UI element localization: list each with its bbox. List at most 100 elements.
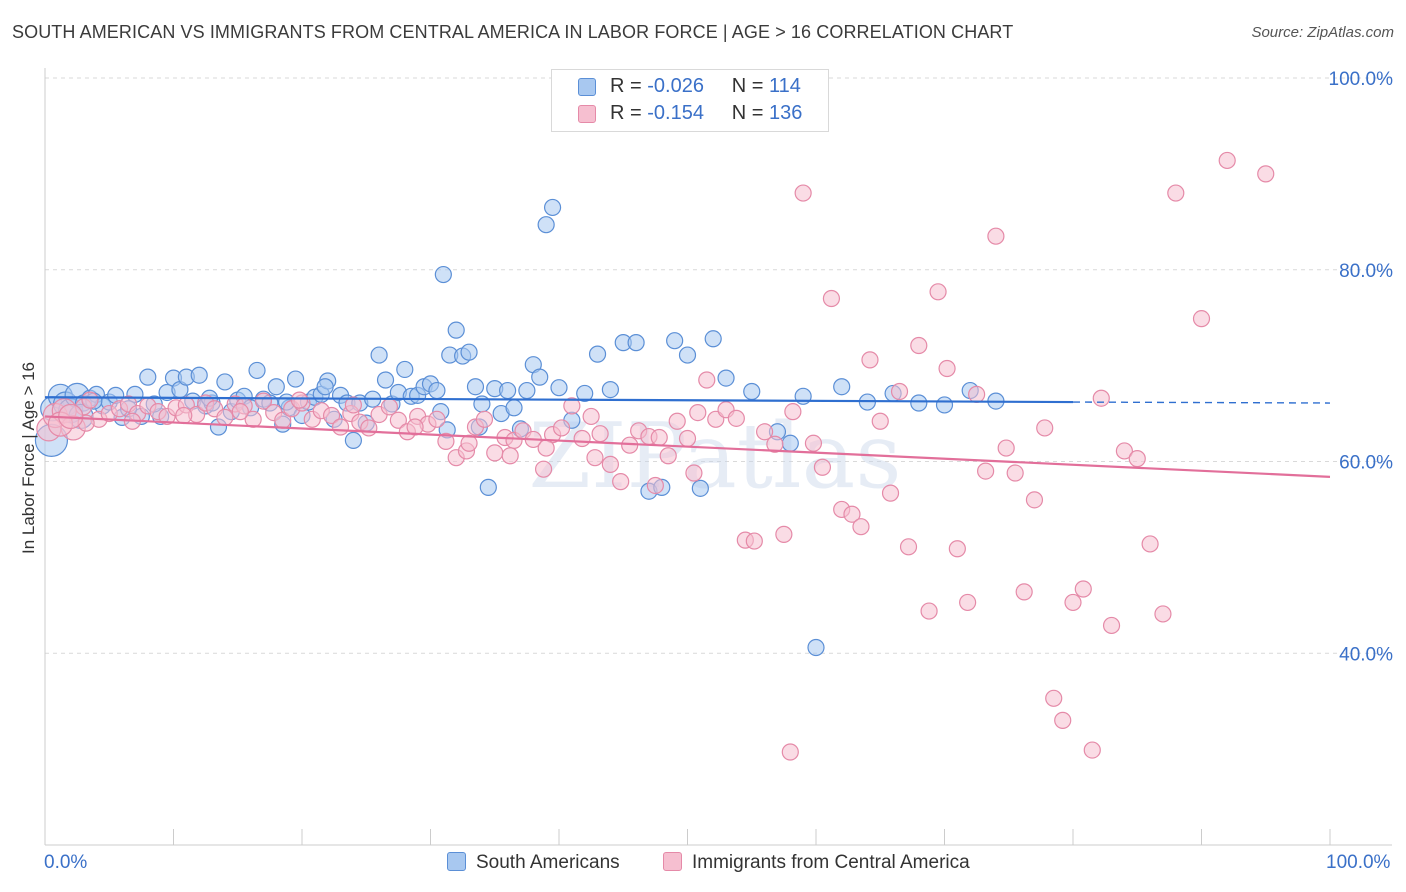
point-central-america — [1064, 593, 1082, 612]
point-central-america — [929, 283, 947, 301]
point-south-americans — [518, 381, 536, 400]
point-central-america — [1036, 419, 1054, 437]
y-tick-label: 40.0% — [1339, 644, 1393, 665]
point-central-america — [968, 385, 986, 403]
point-central-america — [322, 406, 341, 425]
point-central-america — [231, 403, 249, 421]
y-tick-label: 60.0% — [1339, 453, 1393, 474]
point-south-americans — [588, 345, 607, 363]
y-axis-label: In Labor Force | Age > 16 — [19, 361, 38, 555]
point-south-americans — [935, 396, 954, 414]
point-south-americans — [550, 379, 568, 397]
point-south-americans — [807, 638, 825, 657]
point-central-america — [175, 406, 193, 425]
point-south-americans — [286, 370, 305, 388]
point-central-america — [1167, 184, 1185, 202]
point-central-america — [843, 505, 861, 523]
point-central-america — [591, 425, 609, 443]
point-central-america — [910, 336, 928, 355]
point-central-america — [678, 429, 697, 448]
point-central-america — [948, 540, 966, 558]
point-south-americans — [434, 265, 452, 284]
point-central-america — [1218, 151, 1236, 170]
point-south-americans — [543, 198, 562, 217]
point-south-americans — [466, 378, 485, 396]
point-central-america — [959, 593, 977, 612]
point-central-america — [344, 396, 362, 414]
point-south-americans — [396, 360, 414, 379]
point-central-america — [437, 432, 455, 450]
point-central-america — [1257, 165, 1275, 183]
legend-n-label: N = — [731, 102, 764, 124]
point-central-america — [899, 538, 918, 556]
point-central-america — [1092, 389, 1110, 407]
point-central-america — [727, 409, 745, 427]
correlation-legend: R = -0.026 N = 114 R = -0.154 N = 136 — [551, 69, 829, 132]
point-central-america — [534, 460, 553, 478]
legend-r-label: R = — [610, 75, 642, 97]
trend-lines — [44, 396, 1331, 478]
point-central-america — [360, 419, 378, 437]
point-south-americans — [344, 431, 362, 450]
bottom-legend-south-americans: South Americans — [447, 852, 620, 874]
point-central-america — [537, 439, 555, 457]
point-central-america — [1102, 616, 1121, 635]
point-central-america — [573, 429, 591, 448]
point-central-america — [755, 423, 774, 441]
point-central-america — [813, 458, 832, 476]
point-central-america — [668, 412, 686, 430]
point-central-america — [486, 444, 504, 462]
point-central-america — [781, 743, 799, 761]
source-label: Source: ZipAtlas.com — [1251, 24, 1394, 41]
bottom-legend-swatch-blue — [447, 852, 466, 871]
point-central-america — [784, 403, 802, 421]
legend-n-label: N = — [731, 75, 764, 97]
point-central-america — [852, 518, 870, 536]
point-central-america — [475, 410, 494, 428]
point-central-america — [428, 410, 446, 428]
point-central-america — [1074, 580, 1092, 598]
point-central-america — [254, 392, 273, 410]
point-south-americans — [447, 321, 465, 339]
legend-swatch-pink — [578, 105, 596, 123]
point-south-americans — [248, 361, 266, 380]
point-central-america — [1083, 741, 1101, 759]
point-central-america — [586, 449, 604, 467]
point-central-america — [920, 602, 938, 620]
bottom-legend-label: South Americans — [476, 852, 620, 873]
chart-title: SOUTH AMERICAN VS IMMIGRANTS FROM CENTRA… — [12, 22, 1014, 42]
legend-n-value: 136 — [769, 102, 803, 124]
point-south-americans — [576, 384, 594, 403]
bottom-legend-swatch-pink — [663, 852, 682, 871]
point-central-america — [659, 447, 677, 465]
point-central-america — [582, 407, 600, 426]
point-central-america — [406, 418, 424, 436]
grid-lines — [45, 77, 1392, 654]
point-central-america — [938, 359, 956, 378]
y-tick-label: 80.0% — [1339, 261, 1393, 282]
point-central-america — [612, 473, 630, 491]
bottom-legend-label: Immigrants from Central America — [692, 852, 970, 873]
point-south-americans — [910, 394, 928, 412]
point-central-america — [861, 351, 879, 369]
point-central-america — [1154, 605, 1172, 623]
point-central-america — [804, 434, 823, 452]
point-south-americans — [704, 330, 722, 348]
x-tick-label-max: 100.0% — [1326, 852, 1391, 873]
point-south-americans — [376, 371, 395, 389]
point-central-america — [685, 464, 703, 482]
point-central-america — [766, 435, 784, 453]
point-central-america — [881, 484, 900, 502]
legend-r-value: -0.026 — [647, 75, 704, 97]
trend-line-central-america — [44, 415, 1331, 478]
point-central-america — [501, 447, 519, 465]
point-central-america — [1192, 310, 1211, 328]
point-central-america — [890, 382, 909, 401]
point-south-americans — [601, 380, 620, 399]
point-central-america — [977, 462, 995, 480]
point-central-america — [997, 439, 1015, 457]
point-central-america — [81, 391, 99, 409]
point-south-americans — [428, 381, 446, 400]
point-south-americans — [267, 378, 285, 396]
point-central-america — [1006, 464, 1024, 482]
